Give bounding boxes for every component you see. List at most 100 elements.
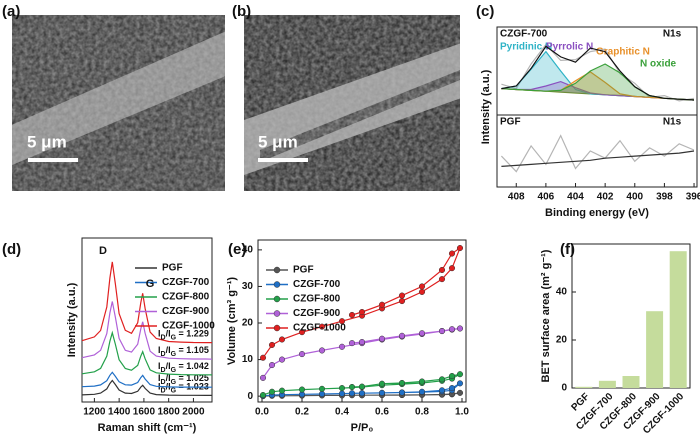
point	[456, 244, 464, 252]
point	[418, 388, 426, 395]
series-line	[81, 330, 213, 376]
peak-label: D	[99, 245, 107, 257]
point	[398, 379, 406, 387]
point	[398, 298, 406, 305]
ratio-label: ID/IG = 1.025	[158, 374, 209, 386]
point	[348, 383, 356, 391]
point	[338, 385, 346, 392]
point	[438, 387, 446, 394]
sample-label: CZGF-700	[500, 29, 548, 40]
point	[378, 301, 386, 308]
x-tick-label: 408	[508, 192, 525, 203]
point	[278, 336, 286, 343]
panel-label: (b)	[232, 3, 251, 20]
series-line	[262, 392, 461, 397]
x-tick-label: 400	[626, 192, 643, 203]
point	[338, 390, 346, 397]
legend-marker	[273, 266, 281, 274]
point	[448, 326, 456, 333]
series-line	[262, 373, 461, 396]
legend-label: CZGF-700	[162, 277, 210, 288]
point	[358, 390, 366, 397]
point	[456, 371, 464, 378]
sem-image-b	[244, 15, 460, 191]
point	[358, 383, 366, 390]
bar	[598, 380, 616, 388]
ratio-label: ID/IG = 1.229	[158, 329, 209, 341]
ratio-label: ID/IG = 1.042	[158, 361, 209, 373]
point	[348, 340, 356, 347]
x-tick-label: 2000	[182, 407, 205, 418]
point	[348, 390, 356, 397]
legend-label: CZGF-900	[162, 306, 210, 317]
x-tick-label: 1.0	[455, 407, 469, 418]
plot-frame	[257, 239, 467, 403]
point	[318, 323, 326, 330]
point	[378, 389, 386, 396]
point	[298, 351, 306, 358]
y-tick-label: 40	[242, 245, 254, 256]
point	[268, 341, 276, 349]
bar	[575, 386, 593, 388]
point	[398, 332, 406, 339]
legend-label: CZGF-700	[293, 279, 341, 290]
x-tick-label: 0.6	[375, 407, 389, 418]
x-axis-label: P/P₀	[351, 422, 374, 434]
bar	[669, 251, 687, 388]
point	[448, 265, 456, 272]
component-label: Pyrrolic N	[546, 42, 593, 53]
point	[418, 378, 426, 385]
point	[268, 362, 276, 369]
point	[456, 325, 464, 332]
legend-label: CZGF-900	[293, 308, 341, 319]
point	[259, 354, 267, 361]
y-axis-label: Volume (cm³ g⁻¹)	[226, 277, 238, 365]
point	[298, 329, 306, 336]
y-tick-label: 0	[561, 383, 567, 394]
x-tick-label: 404	[567, 192, 584, 203]
component-label: N oxide	[640, 59, 677, 70]
point	[278, 387, 286, 394]
component-label: Graphitic N	[596, 47, 650, 58]
ratio-label: ID/IG = 1.105	[158, 346, 209, 358]
x-tick-label: 0.4	[335, 407, 349, 418]
point	[456, 389, 464, 396]
y-axis-label: BET surface area (m² g⁻¹)	[540, 249, 552, 382]
ratio-label: ID/IG = 1.023	[158, 382, 209, 394]
point	[418, 288, 426, 295]
y-axis-label: Intensity (a.u.)	[480, 69, 492, 144]
y-tick-label: 20	[242, 318, 254, 329]
point	[318, 347, 326, 354]
series-line	[262, 327, 461, 379]
legend-label: CZGF-1000	[293, 323, 346, 334]
x-tick-label: 0.2	[295, 407, 309, 418]
plot-frame	[496, 114, 698, 188]
point	[438, 376, 446, 383]
x-tick-label: 1600	[133, 407, 156, 418]
series-line	[262, 246, 462, 359]
x-tick-label: 0.8	[415, 407, 429, 418]
sample-label: PGF	[500, 117, 521, 128]
series-line	[501, 150, 695, 167]
point	[418, 283, 426, 290]
series-line	[81, 301, 213, 360]
region-label: N1s	[663, 117, 682, 128]
point	[438, 266, 446, 274]
point	[318, 390, 326, 398]
component-label: Pyridinic N	[500, 42, 552, 53]
y-tick-label: 30	[242, 281, 254, 292]
component-fill	[501, 81, 694, 100]
bar	[622, 376, 640, 388]
point	[448, 372, 456, 380]
point	[378, 335, 386, 342]
panel-label: (d)	[2, 241, 21, 258]
x-tick-label: 1400	[108, 407, 131, 418]
panel-label: (a)	[2, 3, 20, 20]
y-axis-label: Intensity (a.u.)	[66, 282, 78, 357]
scale-bar-label: 5 μm	[258, 132, 298, 151]
legend-label: CZGF-1000	[162, 321, 215, 332]
series-line	[81, 371, 212, 388]
scale-bar-label: 5 μm	[27, 132, 67, 151]
point	[278, 356, 286, 363]
